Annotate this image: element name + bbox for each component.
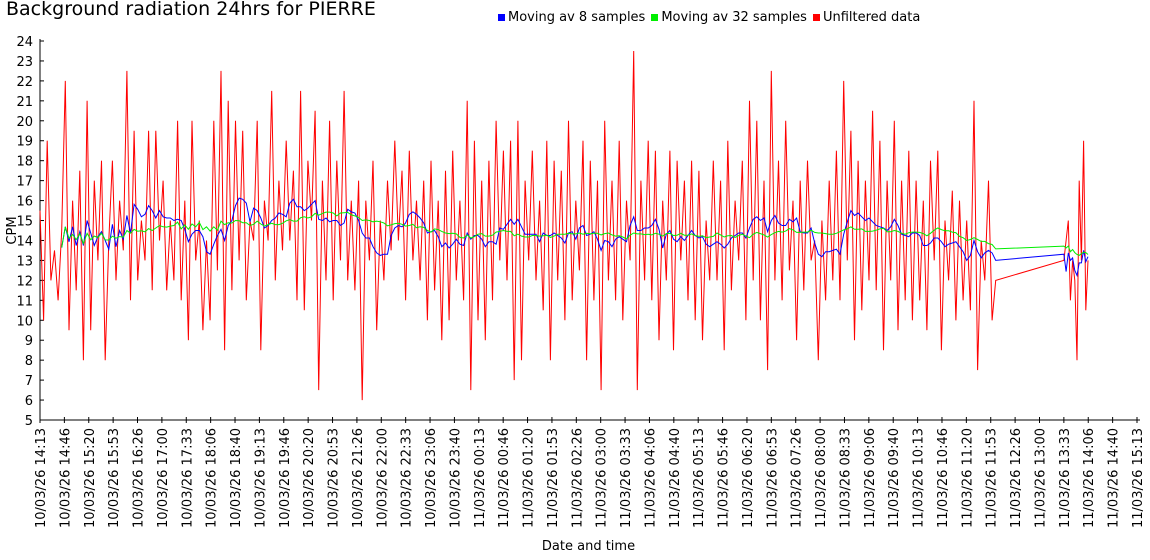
legend-item-ma8: Moving av 8 samples: [498, 10, 645, 25]
y-tick-label: 19: [16, 135, 33, 150]
x-tick-label: 11/03/26 13:33: [1058, 428, 1073, 528]
x-tick-label: 11/03/26 06:20: [741, 428, 756, 528]
legend-label: Moving av 32 samples: [661, 10, 807, 25]
chart-title: Background radiation 24hrs for PIERRE: [6, 0, 376, 20]
y-tick-label: 15: [16, 215, 33, 230]
x-tick-label: 10/03/26 23:06: [424, 428, 439, 528]
y-axis-label: CPM: [5, 216, 20, 244]
x-tick-label: 10/03/26 16:26: [132, 428, 147, 528]
x-tick-label: 11/03/26 08:33: [838, 428, 853, 528]
x-tick-label: 11/03/26 09:40: [887, 428, 902, 528]
legend-swatch-blue: [498, 14, 505, 21]
x-tick-label: 10/03/26 23:40: [448, 428, 463, 528]
x-tick-label: 11/03/26 15:13: [1131, 428, 1146, 528]
x-tick-label: 11/03/26 03:00: [595, 428, 610, 528]
x-tick-label: 11/03/26 05:46: [717, 428, 732, 528]
x-tick-label: 11/03/26 09:06: [863, 428, 878, 528]
x-tick-label: 10/03/26 17:00: [156, 428, 171, 528]
y-tick-label: 20: [16, 115, 33, 130]
legend-label: Moving av 8 samples: [508, 10, 646, 25]
x-tick-label: 10/03/26 20:53: [327, 428, 342, 528]
x-tick-label: 10/03/26 22:33: [400, 428, 415, 528]
x-tick-label: 10/03/26 21:26: [351, 428, 366, 528]
x-tick-label: 10/03/26 17:33: [180, 428, 195, 528]
y-tick-label: 22: [16, 75, 33, 90]
y-tick-label: 17: [16, 175, 33, 190]
x-tick-label: 11/03/26 03:33: [619, 428, 634, 528]
x-tick-label: 11/03/26 01:20: [522, 428, 537, 528]
legend: Moving av 8 samples Moving av 32 samples…: [498, 10, 920, 25]
y-tick-label: 18: [16, 155, 33, 170]
x-tick-label: 11/03/26 12:26: [1009, 428, 1024, 528]
series-ma32-line: [61, 211, 1089, 256]
y-tick-label: 6: [25, 394, 33, 409]
x-tick-label: 10/03/26 20:20: [302, 428, 317, 528]
x-tick-label: 10/03/26 18:40: [229, 428, 244, 528]
x-tick-label: 11/03/26 00:13: [473, 428, 488, 528]
x-tick-label: 11/03/26 14:40: [1107, 428, 1122, 528]
x-tick-label: 11/03/26 00:46: [497, 428, 512, 528]
y-tick-label: 9: [25, 334, 33, 349]
legend-swatch-red: [812, 14, 820, 21]
x-tick-label: 11/03/26 13:00: [1033, 428, 1048, 528]
x-tick-label: 10/03/26 19:46: [278, 428, 293, 528]
y-tick-label: 12: [16, 274, 33, 289]
y-tick-label: 10: [16, 314, 33, 329]
x-tick-label: 10/03/26 15:20: [83, 428, 98, 528]
x-tick-label: 10/03/26 19:13: [253, 428, 268, 528]
x-tick-label: 11/03/26 06:53: [765, 428, 780, 528]
x-tick-label: 11/03/26 10:13: [912, 428, 927, 528]
y-tick-label: 11: [16, 294, 33, 309]
x-tick-label: 10/03/26 18:06: [205, 428, 220, 528]
x-tick-label: 11/03/26 04:40: [668, 428, 683, 528]
y-tick-label: 8: [25, 354, 33, 369]
x-tick-label: 11/03/26 01:53: [546, 428, 561, 528]
y-tick-label: 16: [16, 195, 33, 210]
x-tick-label: 11/03/26 14:06: [1082, 428, 1097, 528]
y-tick-label: 21: [16, 95, 33, 110]
x-tick-label: 11/03/26 10:46: [936, 428, 951, 528]
x-tick-label: 10/03/26 14:13: [34, 428, 49, 528]
x-axis-label: Date and time: [542, 539, 635, 554]
legend-item-unfiltered: Unfiltered data: [812, 10, 921, 25]
y-tick-label: 14: [16, 234, 33, 249]
series-unfiltered-line: [39, 50, 1089, 401]
x-tick-label: 10/03/26 15:53: [107, 428, 122, 528]
legend-item-ma32: Moving av 32 samples: [651, 10, 807, 25]
x-tick-label: 10/03/26 22:00: [375, 428, 390, 528]
legend-swatch-green: [651, 14, 659, 21]
x-tick-label: 11/03/26 05:13: [692, 428, 707, 528]
y-tick-label: 13: [16, 254, 33, 269]
x-tick-label: 11/03/26 08:00: [814, 428, 829, 528]
x-tick-label: 11/03/26 02:26: [570, 428, 585, 528]
x-tick-label: 11/03/26 04:06: [643, 428, 658, 528]
y-tick-label: 24: [16, 35, 33, 50]
series-ma8-line: [61, 197, 1089, 278]
y-tick-label: 23: [16, 55, 33, 70]
x-tick-label: 11/03/26 07:26: [790, 428, 805, 528]
x-tick-label: 11/03/26 11:20: [960, 428, 975, 528]
legend-label: Unfiltered data: [822, 10, 921, 25]
x-tick-label: 10/03/26 14:46: [58, 428, 73, 528]
x-tick-label: 11/03/26 11:53: [985, 428, 1000, 528]
y-tick-label: 7: [25, 374, 33, 389]
y-tick-label: 5: [25, 414, 33, 429]
